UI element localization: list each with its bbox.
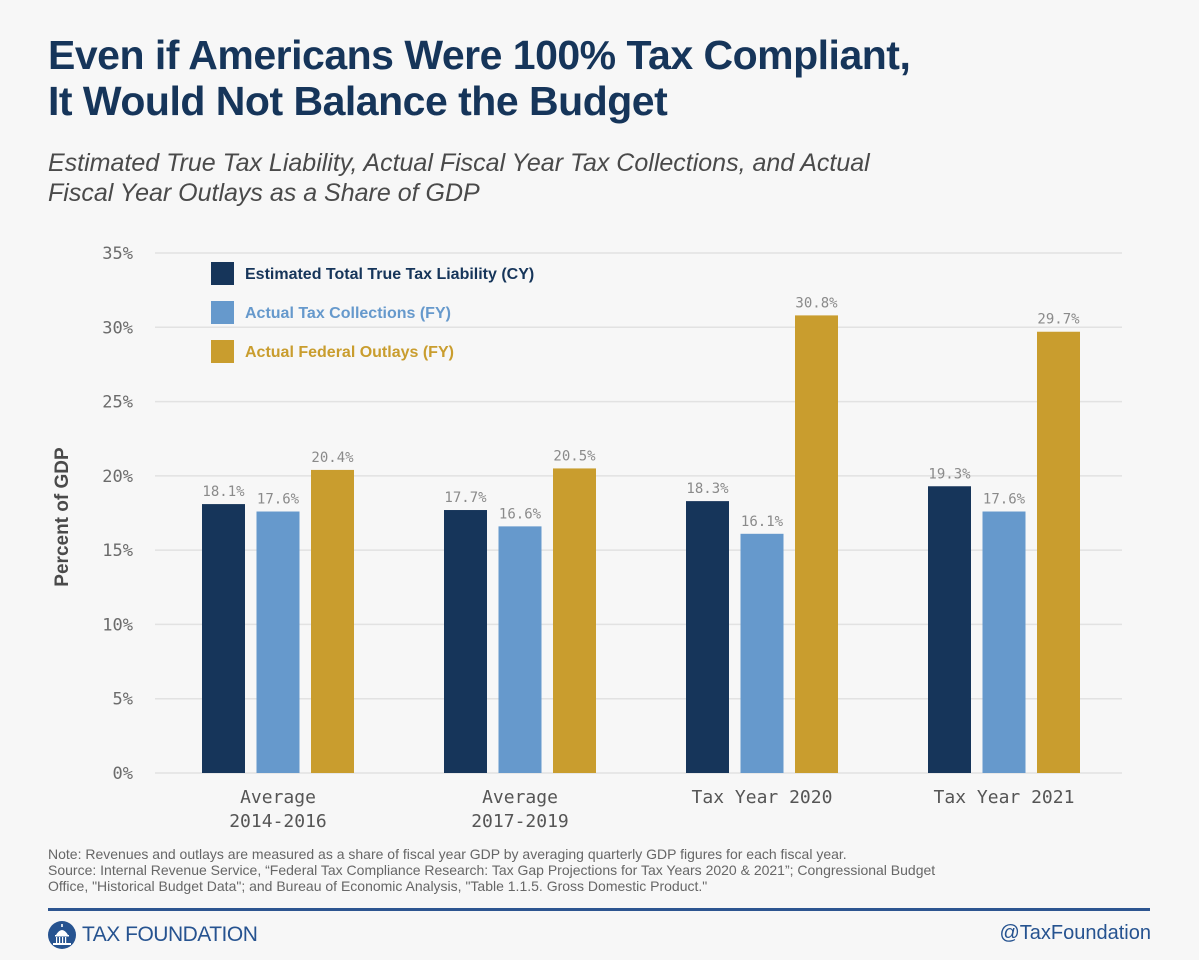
bars <box>202 315 1080 773</box>
bar <box>256 511 300 773</box>
bar <box>982 511 1026 773</box>
legend: Estimated Total True Tax Liability (CY) A… <box>211 262 534 363</box>
logo-text: TAX FOUNDATION <box>82 923 258 946</box>
bar <box>311 469 354 773</box>
title-line-1: Even if Americans Were 100% Tax Complian… <box>48 32 911 78</box>
subtitle-line-2: Fiscal Year Outlays as a Share of GDP <box>48 179 480 207</box>
legend-swatch <box>211 262 234 285</box>
bar <box>553 468 596 773</box>
y-axis-ticks: 0% 5% 10% 15% 20% 25% 30% 35% <box>102 244 133 784</box>
data-label: 18.1% <box>202 484 245 500</box>
data-label: 17.6% <box>983 492 1026 508</box>
legend-label: Estimated Total True Tax Liability (CY) <box>245 266 534 283</box>
chart-subtitle: Estimated True Tax Liability, Actual Fis… <box>48 148 1148 208</box>
y-tick-label: 0% <box>113 764 133 784</box>
legend-label: Actual Tax Collections (FY) <box>245 305 451 322</box>
y-tick-label: 35% <box>102 244 133 264</box>
bar <box>444 510 487 773</box>
source-line-2: Office, "Historical Budget Data"; and Bu… <box>48 878 708 894</box>
data-label: 29.7% <box>1037 312 1080 328</box>
x-category-label: 2017-2019 <box>471 811 569 832</box>
data-label: 17.6% <box>257 492 300 508</box>
x-category-label: Tax Year 2021 <box>934 787 1075 808</box>
y-tick-label: 30% <box>102 318 133 338</box>
bar-chart: 0% 5% 10% 15% 20% 25% 30% 35% Percent of GDP 18… <box>52 244 1122 832</box>
data-label: 16.6% <box>499 506 542 522</box>
bar <box>498 526 542 773</box>
legend-swatch <box>211 340 234 363</box>
footer-divider <box>48 908 1150 911</box>
y-tick-label: 5% <box>113 690 133 710</box>
capitol-dome-icon <box>48 921 76 949</box>
y-tick-label: 15% <box>102 541 133 561</box>
bar <box>202 504 245 773</box>
x-category-label: 2014-2016 <box>229 811 327 832</box>
footnote: Note: Revenues and outlays are measured … <box>48 846 1158 894</box>
y-tick-label: 25% <box>102 393 133 413</box>
chart-title: Even if Americans Were 100% Tax Complian… <box>48 32 1148 124</box>
data-label: 30.8% <box>795 295 838 311</box>
bar <box>928 486 971 773</box>
source-line-1: Source: Internal Revenue Service, “Feder… <box>48 862 936 878</box>
data-label: 17.7% <box>444 490 487 506</box>
bar <box>740 533 784 773</box>
data-label: 18.3% <box>686 481 729 497</box>
title-line-2: It Would Not Balance the Budget <box>48 78 668 124</box>
note-text: Note: Revenues and outlays are measured … <box>48 846 847 862</box>
bar <box>795 315 838 773</box>
data-label: 20.5% <box>553 448 596 464</box>
x-category-label: Tax Year 2020 <box>692 787 833 808</box>
bar <box>686 501 729 773</box>
data-labels: 18.1% 17.6% 20.4% 17.7% 16.6% 20.5% 18.3% 16.1%… <box>202 295 1080 529</box>
tax-foundation-logo[interactable]: TAX FOUNDATION <box>48 920 258 950</box>
y-tick-label: 10% <box>102 615 133 635</box>
x-category-label: Average <box>240 787 316 808</box>
x-axis-categories: Average 2014-2016 Average 2017-2019 Tax Year… <box>229 787 1074 832</box>
y-axis-label: Percent of GDP <box>52 447 73 587</box>
data-label: 20.4% <box>311 450 354 466</box>
legend-swatch <box>211 301 234 324</box>
data-label: 19.3% <box>928 466 971 482</box>
y-tick-label: 20% <box>102 467 133 487</box>
legend-label: Actual Federal Outlays (FY) <box>245 344 454 361</box>
bar <box>1037 331 1080 773</box>
gridlines <box>155 252 1122 774</box>
x-category-label: Average <box>482 787 558 808</box>
twitter-handle[interactable]: @TaxFoundation <box>999 922 1151 944</box>
data-label: 16.1% <box>741 514 784 530</box>
subtitle-line-1: Estimated True Tax Liability, Actual Fis… <box>48 149 870 177</box>
